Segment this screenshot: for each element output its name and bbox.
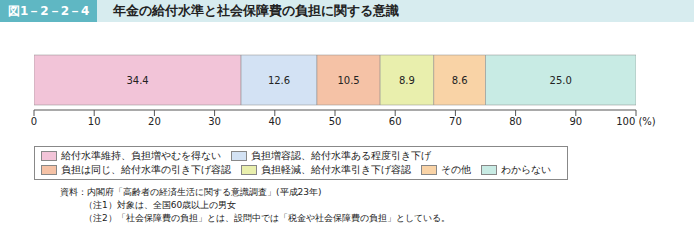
svg-text:40: 40 [268,116,281,127]
svg-text:60: 60 [389,116,402,127]
svg-text:80: 80 [509,116,522,127]
svg-text:90: 90 [569,116,582,127]
svg-text:10.5: 10.5 [337,75,359,86]
html-text:年金の給付水準と社会保障費の負担に関する意識: 年金の給付水準と社会保障費の負担に関する意識 [113,3,400,18]
html-text:負担増容認、給付水準ある程度引き下げ: 負担増容認、給付水準ある程度引き下げ [251,150,431,161]
html-text:（注1）対象は、全国60歳以上の男女: （注1）対象は、全国60歳以上の男女 [84,200,237,210]
svg-text:50: 50 [329,116,342,127]
html-text:負担は同じ、給付水準の引き下げ容認: 負担は同じ、給付水準の引き下げ容認 [61,164,231,175]
html-text:図1－2－2－4: 図1－2－2－4 [8,4,90,18]
svg-text:8.6: 8.6 [452,75,468,86]
svg-text:8.9: 8.9 [399,75,415,86]
html-text:給付水準維持、負担増やむを得ない: 給付水準維持、負担増やむを得ない [61,150,221,161]
svg-text:25.0: 25.0 [550,75,572,86]
svg-text:10: 10 [88,116,101,127]
html-text:その他: その他 [441,164,471,175]
html-text:わからない: わからない [501,164,551,175]
html-text:（注2）「社会保障費の負担」とは、設問中では「税金や社会保障: （注2）「社会保障費の負担」とは、設問中では「税金や社会保障費の負担」としている… [84,213,450,223]
svg-text:12.6: 12.6 [268,75,290,86]
html-text:資料：内閣府「高齢者の経済生活に関する意識調査」(平成23年: 資料：内閣府「高齢者の経済生活に関する意識調査」(平成23年) [60,187,322,197]
svg-text:0: 0 [31,116,37,127]
svg-text:70: 70 [449,116,462,127]
svg-text:20: 20 [148,116,161,127]
svg-text:34.4: 34.4 [126,75,148,86]
html-text:負担軽減、給付水準引き下げ容認: 負担軽減、給付水準引き下げ容認 [261,164,411,175]
svg-text:30: 30 [208,116,221,127]
svg-text:100 (%): 100 (%) [616,116,656,127]
